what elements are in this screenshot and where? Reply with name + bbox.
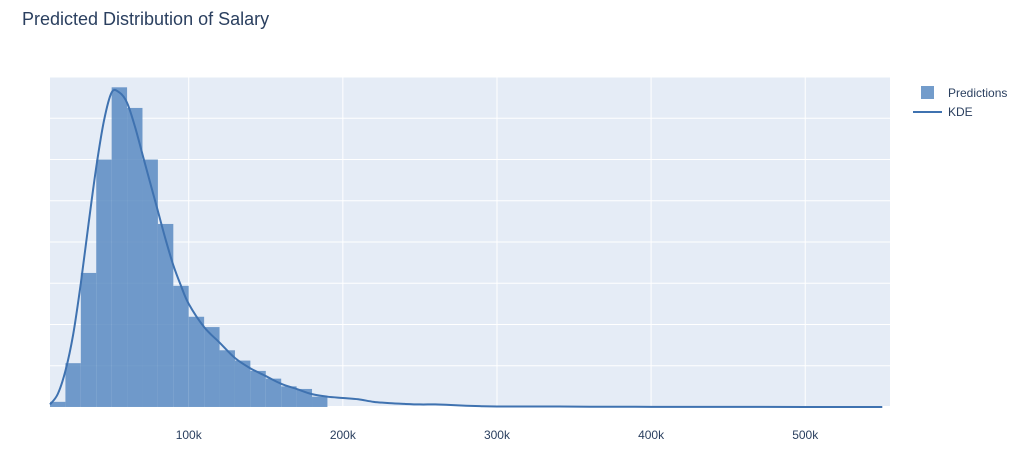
- histogram-bar[interactable]: [312, 396, 328, 407]
- histogram-bar[interactable]: [96, 159, 112, 408]
- histogram-bar[interactable]: [173, 285, 189, 407]
- histogram-bar[interactable]: [281, 386, 297, 407]
- legend-swatch-predictions: [921, 86, 934, 99]
- chart-title: Predicted Distribution of Salary: [22, 9, 270, 29]
- histogram-bar[interactable]: [157, 223, 174, 407]
- legend: Predictions KDE: [913, 86, 1007, 119]
- histogram-bars: [50, 87, 328, 408]
- legend-label-kde: KDE: [948, 105, 973, 119]
- x-tick-label: 400k: [638, 428, 665, 442]
- kde-series: [49, 88, 883, 408]
- histogram-bar[interactable]: [127, 107, 143, 407]
- histogram-bar[interactable]: [80, 272, 97, 407]
- x-tick-label: 300k: [484, 428, 511, 442]
- legend-item-kde[interactable]: KDE: [913, 105, 973, 119]
- histogram-bar[interactable]: [219, 350, 235, 407]
- histogram-bar[interactable]: [65, 363, 81, 407]
- x-tick-label: 500k: [792, 428, 819, 442]
- x-tick-label: 200k: [330, 428, 357, 442]
- histogram-bar[interactable]: [265, 378, 282, 407]
- legend-item-predictions[interactable]: Predictions: [921, 86, 1007, 100]
- histogram-bar[interactable]: [204, 327, 220, 407]
- histogram-bar[interactable]: [250, 370, 266, 407]
- legend-label-predictions: Predictions: [948, 86, 1007, 100]
- histogram-bar[interactable]: [50, 401, 66, 407]
- histogram-bar[interactable]: [111, 87, 128, 407]
- kde-line[interactable]: [49, 88, 883, 408]
- x-axis-ticks: 100k 200k 300k 400k 500k: [176, 428, 820, 442]
- x-tick-label: 100k: [176, 428, 203, 442]
- histogram-bar[interactable]: [234, 360, 251, 407]
- histogram-bar[interactable]: [188, 316, 205, 407]
- histogram-bar[interactable]: [142, 159, 158, 408]
